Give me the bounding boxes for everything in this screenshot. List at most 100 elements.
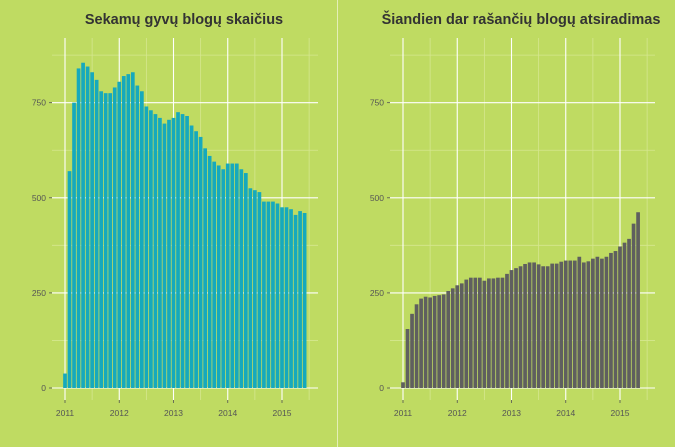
y-tick-label: 250 bbox=[370, 288, 384, 298]
chart-title: Šiandien dar rašančių blogų atsiradimas bbox=[382, 10, 661, 28]
bar bbox=[550, 263, 555, 388]
bar bbox=[94, 79, 99, 388]
bars bbox=[401, 212, 640, 388]
bar bbox=[622, 242, 627, 388]
bar bbox=[284, 207, 289, 388]
y-tick-label: 250 bbox=[32, 288, 46, 298]
bar bbox=[230, 163, 235, 388]
bar bbox=[523, 263, 527, 388]
chart-title: Sekamų gyvų blogų skaičius bbox=[85, 12, 283, 28]
bar bbox=[505, 273, 509, 388]
x-tick-label: 2015 bbox=[611, 408, 630, 418]
bar bbox=[455, 285, 460, 388]
bar bbox=[167, 119, 171, 388]
bar bbox=[414, 304, 419, 388]
x-tick-label: 2013 bbox=[164, 408, 183, 418]
bar bbox=[631, 223, 636, 388]
bar bbox=[618, 246, 622, 388]
bar bbox=[441, 294, 446, 388]
bar bbox=[203, 148, 207, 388]
bar bbox=[568, 260, 573, 388]
bar bbox=[586, 261, 591, 388]
bar bbox=[432, 295, 437, 388]
bar bbox=[153, 114, 158, 388]
x-tick-label: 2011 bbox=[394, 408, 413, 418]
bar bbox=[595, 256, 600, 388]
y-tick-label: 750 bbox=[32, 98, 46, 108]
x-tick-label: 2011 bbox=[56, 408, 75, 418]
x-tick-label: 2013 bbox=[502, 408, 521, 418]
bar bbox=[253, 190, 257, 388]
bar bbox=[176, 112, 180, 389]
bar bbox=[428, 297, 432, 388]
bar bbox=[419, 298, 423, 388]
bar bbox=[627, 238, 631, 388]
bar bbox=[194, 131, 198, 388]
bar bbox=[298, 211, 302, 388]
bar bbox=[401, 382, 405, 388]
bar bbox=[604, 256, 609, 388]
bar bbox=[162, 123, 167, 388]
bar bbox=[266, 201, 271, 388]
panel-divider bbox=[337, 0, 338, 447]
bar bbox=[257, 192, 262, 388]
bar bbox=[450, 288, 455, 388]
bar bbox=[103, 93, 108, 388]
new-blogs-chart: 0 250 500 750 2011 2012 2013 2014 2015 Šiandien d… bbox=[370, 10, 661, 418]
bar bbox=[509, 270, 514, 388]
bar bbox=[459, 283, 464, 388]
bar bbox=[221, 169, 226, 388]
bar bbox=[423, 296, 428, 388]
y-tick-label: 0 bbox=[41, 383, 46, 393]
bar bbox=[473, 277, 478, 388]
bar bbox=[212, 161, 217, 388]
bar bbox=[135, 85, 140, 389]
bar bbox=[72, 102, 76, 389]
bar bbox=[482, 280, 487, 388]
bar bbox=[85, 66, 90, 388]
y-tick-label: 0 bbox=[379, 383, 384, 393]
bar bbox=[140, 91, 144, 388]
bar bbox=[243, 173, 248, 388]
bar bbox=[144, 106, 149, 388]
bar bbox=[180, 114, 185, 388]
bar bbox=[289, 209, 293, 388]
bar bbox=[410, 313, 414, 388]
bar bbox=[577, 256, 582, 388]
y-tick-label: 750 bbox=[370, 98, 384, 108]
bar bbox=[572, 260, 577, 388]
bar bbox=[275, 203, 280, 388]
bar bbox=[81, 62, 85, 388]
bar bbox=[185, 115, 189, 389]
bar bbox=[541, 266, 545, 388]
bar bbox=[126, 74, 131, 388]
bar bbox=[76, 68, 81, 389]
live-blogs-chart: 0 250 500 750 2011 2012 2013 2014 2015 Sekamų gyv… bbox=[32, 12, 318, 418]
bar bbox=[545, 266, 550, 388]
bar bbox=[496, 277, 500, 388]
x-tick-label: 2012 bbox=[110, 408, 129, 418]
bar bbox=[225, 163, 230, 388]
bar bbox=[464, 279, 469, 388]
bar bbox=[491, 278, 496, 388]
bar bbox=[514, 268, 518, 388]
x-tick-label: 2014 bbox=[218, 408, 237, 418]
bar bbox=[158, 117, 162, 388]
bar bbox=[63, 373, 67, 388]
bar bbox=[130, 72, 135, 389]
bar bbox=[591, 258, 595, 388]
bar bbox=[293, 214, 298, 388]
bar bbox=[446, 290, 451, 388]
bar bbox=[149, 110, 153, 388]
bar bbox=[248, 188, 253, 388]
bar bbox=[405, 329, 410, 388]
bar bbox=[239, 169, 244, 388]
bar bbox=[108, 93, 113, 388]
bar bbox=[563, 260, 568, 388]
bar bbox=[207, 155, 212, 388]
bar bbox=[468, 277, 473, 388]
bar bbox=[487, 278, 491, 388]
bar bbox=[600, 258, 604, 388]
bar bbox=[262, 201, 266, 388]
bar bbox=[271, 201, 275, 388]
